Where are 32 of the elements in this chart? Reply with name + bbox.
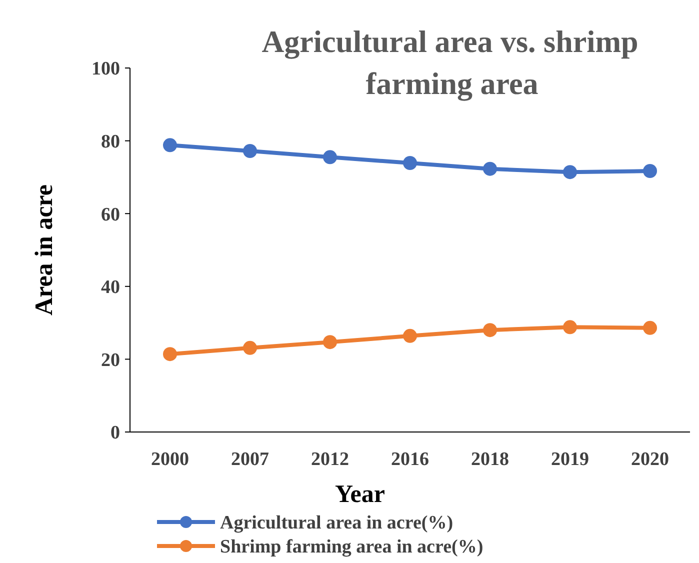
y-tick-label: 40: [101, 277, 120, 298]
point: [483, 323, 497, 338]
point: [163, 138, 177, 152]
x-tick-label: 2019: [551, 449, 589, 470]
point: [563, 165, 577, 180]
point: [403, 328, 417, 343]
y-tick-label: 0: [110, 422, 120, 444]
y-tick-label: 100: [92, 58, 120, 80]
x-tick-label: 2018: [471, 449, 509, 470]
x-axis-title: Year: [335, 481, 385, 508]
x-tick-label: 2000: [151, 449, 189, 470]
x-tick-label: 2020: [631, 449, 669, 470]
point: [323, 335, 337, 350]
point: [643, 320, 657, 335]
point: [483, 162, 497, 176]
point: [163, 347, 177, 362]
point: [323, 150, 337, 164]
legend-label: Agricultural area in acre(%): [220, 512, 454, 534]
x-tick-label: 2016: [391, 449, 429, 470]
x-tick-label: 2012: [311, 449, 349, 470]
chart-title: Agricultural area vs. shrimp farming area: [262, 24, 638, 101]
legend-label: Shrimp farming area in acre(%): [220, 536, 484, 558]
y-axis-title: Area in acre: [31, 184, 58, 316]
point: [643, 164, 657, 178]
y-tick-label: 60: [101, 204, 120, 226]
point: [243, 144, 257, 158]
y-tick-label: 20: [101, 350, 120, 371]
x-tick-label: 2007: [231, 449, 270, 470]
point: [243, 340, 257, 355]
y-tick-label: 80: [101, 131, 120, 152]
point: [563, 320, 577, 334]
point: [403, 156, 417, 170]
